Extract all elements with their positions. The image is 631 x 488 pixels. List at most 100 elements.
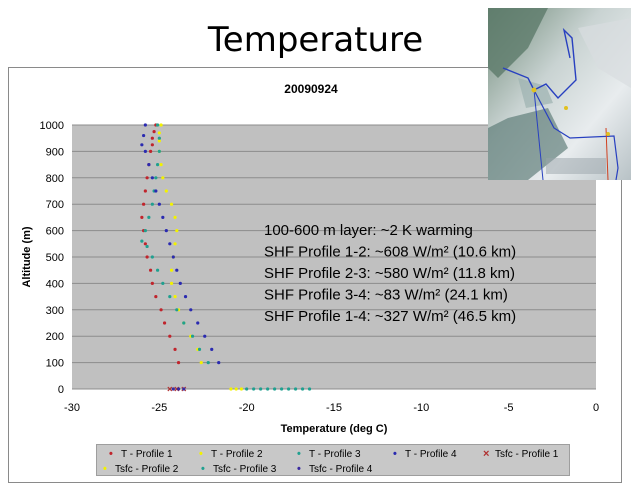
x-tick-label: -30	[64, 402, 80, 414]
data-point	[196, 321, 200, 325]
x-axis-ticks: -30 -25 -20 -15 -10 -5 0	[64, 402, 599, 414]
data-point	[152, 130, 156, 134]
data-point	[149, 268, 153, 272]
x-tick-label: -10	[413, 402, 429, 414]
data-point	[167, 386, 173, 392]
data-point	[176, 361, 181, 365]
legend-item: × Tsfc - Profile 1	[483, 448, 558, 460]
legend-item: • Tsfc - Profile 3	[201, 463, 276, 475]
data-point	[273, 387, 277, 391]
y-tick-label: 800	[46, 173, 64, 185]
legend-label: T - Profile 2	[211, 449, 263, 460]
data-point	[157, 131, 161, 135]
data-point	[182, 321, 186, 325]
data-point	[199, 361, 203, 365]
chart-title: 20090924	[284, 82, 338, 96]
data-point	[154, 295, 158, 299]
data-point	[300, 387, 305, 391]
data-point	[164, 189, 168, 193]
legend-label: Tsfc - Profile 2	[115, 464, 179, 475]
legend-item: • Tsfc - Profile 4	[297, 463, 372, 475]
slide-title: Temperature	[207, 20, 424, 60]
data-point	[161, 215, 165, 219]
map-thumbnail-icon	[488, 8, 631, 181]
x-tick-label: -20	[239, 402, 255, 414]
data-point	[239, 387, 244, 391]
legend-label: T - Profile 1	[121, 449, 173, 460]
data-point	[140, 239, 144, 243]
data-point	[286, 387, 291, 391]
data-point	[259, 387, 263, 391]
data-point	[143, 149, 147, 153]
legend-item: • T - Profile 3	[297, 448, 361, 460]
data-point	[189, 308, 193, 312]
legend-item: • T - Profile 2	[199, 448, 263, 460]
data-point	[175, 268, 179, 272]
legend-marker: •	[201, 463, 205, 475]
legend-marker: •	[109, 448, 113, 460]
legend-label: T - Profile 4	[405, 449, 457, 460]
legend-item: • T - Profile 4	[393, 448, 457, 460]
data-point	[150, 202, 154, 206]
data-point	[183, 295, 188, 299]
data-point	[155, 163, 160, 167]
data-point	[150, 255, 154, 259]
data-point	[168, 334, 172, 338]
data-point	[173, 295, 177, 299]
y-tick-label: 300	[46, 305, 64, 317]
data-point	[203, 334, 207, 338]
y-tick-label: 1000	[40, 120, 64, 132]
data-point	[143, 242, 147, 246]
data-point	[210, 347, 214, 351]
data-point	[162, 321, 167, 325]
data-point	[161, 176, 165, 180]
data-point	[252, 387, 256, 391]
annotation-line: SHF Profile 1-4: ~327 W/m² (46.5 km)	[264, 308, 516, 325]
data-point	[157, 202, 161, 206]
legend-label: Tsfc - Profile 4	[309, 464, 373, 475]
data-point	[150, 136, 154, 140]
data-point	[159, 308, 163, 312]
data-point	[159, 163, 163, 167]
y-tick-label: 400	[46, 278, 64, 290]
data-point	[229, 387, 233, 391]
data-point	[143, 123, 147, 127]
annotation-line: 100-600 m layer: ~2 K warming	[264, 222, 473, 239]
y-tick-label: 100	[46, 358, 64, 370]
data-point	[140, 215, 144, 219]
data-point	[234, 387, 238, 391]
y-axis-title: Altitude (m)	[21, 226, 33, 287]
data-point	[173, 215, 177, 219]
legend-marker: •	[393, 448, 397, 460]
data-point	[293, 387, 298, 391]
y-axis-ticks: 0 100 200 300 400 500 600 700 800 900 1000	[40, 120, 64, 396]
x-tick-label: -5	[504, 402, 514, 414]
data-point	[164, 229, 168, 233]
data-point	[175, 229, 179, 233]
legend-label: Tsfc - Profile 3	[213, 464, 277, 475]
y-tick-label: 600	[46, 226, 64, 238]
data-point	[140, 143, 144, 147]
data-point	[154, 189, 158, 193]
data-point	[245, 387, 249, 391]
data-points	[140, 123, 312, 392]
data-point	[142, 202, 146, 206]
legend-marker: •	[297, 448, 301, 460]
data-point	[169, 202, 174, 206]
data-point	[157, 136, 161, 140]
x-tick-label: 0	[593, 402, 599, 414]
data-point	[176, 387, 181, 391]
y-tick-label: 0	[58, 384, 64, 396]
data-point	[147, 215, 151, 219]
data-point	[145, 244, 149, 249]
data-point	[171, 387, 175, 391]
annotation-block: 100-600 m layer: ~2 K warming SHF Profile…	[264, 222, 516, 325]
data-point	[150, 281, 154, 285]
legend-label: Tsfc - Profile 1	[495, 449, 559, 460]
data-point	[150, 176, 154, 180]
y-tick-label: 700	[46, 199, 64, 211]
data-point	[143, 229, 147, 233]
annotation-line: SHF Profile 3-4: ~83 W/m² (24.1 km)	[264, 287, 508, 304]
data-point	[161, 281, 165, 285]
legend-label: T - Profile 3	[309, 449, 361, 460]
